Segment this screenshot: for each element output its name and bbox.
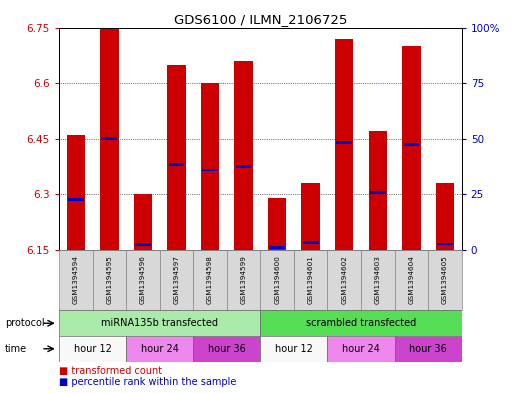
Bar: [437, 242, 453, 246]
Bar: [335, 39, 353, 250]
Bar: [193, 336, 260, 362]
Bar: [100, 28, 119, 250]
Bar: [436, 183, 454, 250]
Bar: [59, 310, 260, 336]
Bar: [260, 336, 327, 362]
Text: scrambled transfected: scrambled transfected: [306, 318, 416, 328]
Bar: [135, 243, 151, 246]
Text: hour 36: hour 36: [409, 344, 447, 354]
Bar: [260, 250, 294, 310]
Bar: [327, 250, 361, 310]
Text: ■ percentile rank within the sample: ■ percentile rank within the sample: [59, 377, 236, 387]
Bar: [404, 143, 419, 145]
Bar: [126, 250, 160, 310]
Bar: [92, 250, 126, 310]
Bar: [303, 241, 319, 244]
Text: hour 12: hour 12: [275, 344, 313, 354]
Bar: [236, 165, 251, 168]
Bar: [368, 131, 387, 250]
Bar: [327, 336, 394, 362]
Bar: [67, 135, 85, 250]
Bar: [269, 246, 285, 249]
Bar: [160, 250, 193, 310]
Bar: [402, 46, 421, 250]
Text: GSM1394595: GSM1394595: [106, 255, 112, 305]
Bar: [227, 250, 260, 310]
Text: ■ transformed count: ■ transformed count: [59, 366, 162, 376]
Bar: [59, 336, 126, 362]
Text: GSM1394594: GSM1394594: [73, 255, 79, 305]
Text: GSM1394597: GSM1394597: [173, 255, 180, 305]
Bar: [428, 250, 462, 310]
Bar: [337, 141, 352, 144]
Text: GSM1394598: GSM1394598: [207, 255, 213, 305]
Text: GSM1394599: GSM1394599: [241, 255, 247, 305]
Bar: [201, 83, 219, 250]
Bar: [193, 250, 227, 310]
Bar: [59, 250, 92, 310]
Bar: [202, 169, 218, 171]
Bar: [102, 137, 117, 140]
Bar: [361, 250, 394, 310]
Bar: [134, 194, 152, 250]
Bar: [268, 198, 286, 250]
Text: GSM1394601: GSM1394601: [308, 255, 313, 305]
Text: GSM1394596: GSM1394596: [140, 255, 146, 305]
Bar: [302, 183, 320, 250]
Text: hour 36: hour 36: [208, 344, 246, 354]
Bar: [234, 61, 253, 250]
Bar: [68, 198, 84, 201]
Bar: [370, 191, 386, 194]
Text: hour 24: hour 24: [342, 344, 380, 354]
Title: GDS6100 / ILMN_2106725: GDS6100 / ILMN_2106725: [174, 13, 347, 26]
Text: miRNA135b transfected: miRNA135b transfected: [101, 318, 218, 328]
Text: protocol: protocol: [5, 318, 45, 328]
Bar: [167, 64, 186, 250]
Text: time: time: [5, 344, 27, 354]
Bar: [394, 250, 428, 310]
Bar: [169, 163, 184, 166]
Text: GSM1394605: GSM1394605: [442, 255, 448, 305]
Text: GSM1394603: GSM1394603: [375, 255, 381, 305]
Text: hour 12: hour 12: [74, 344, 111, 354]
Text: hour 24: hour 24: [141, 344, 179, 354]
Bar: [260, 310, 462, 336]
Text: GSM1394604: GSM1394604: [408, 255, 415, 305]
Bar: [294, 250, 327, 310]
Bar: [394, 336, 462, 362]
Text: GSM1394602: GSM1394602: [341, 255, 347, 305]
Text: GSM1394600: GSM1394600: [274, 255, 280, 305]
Bar: [126, 336, 193, 362]
